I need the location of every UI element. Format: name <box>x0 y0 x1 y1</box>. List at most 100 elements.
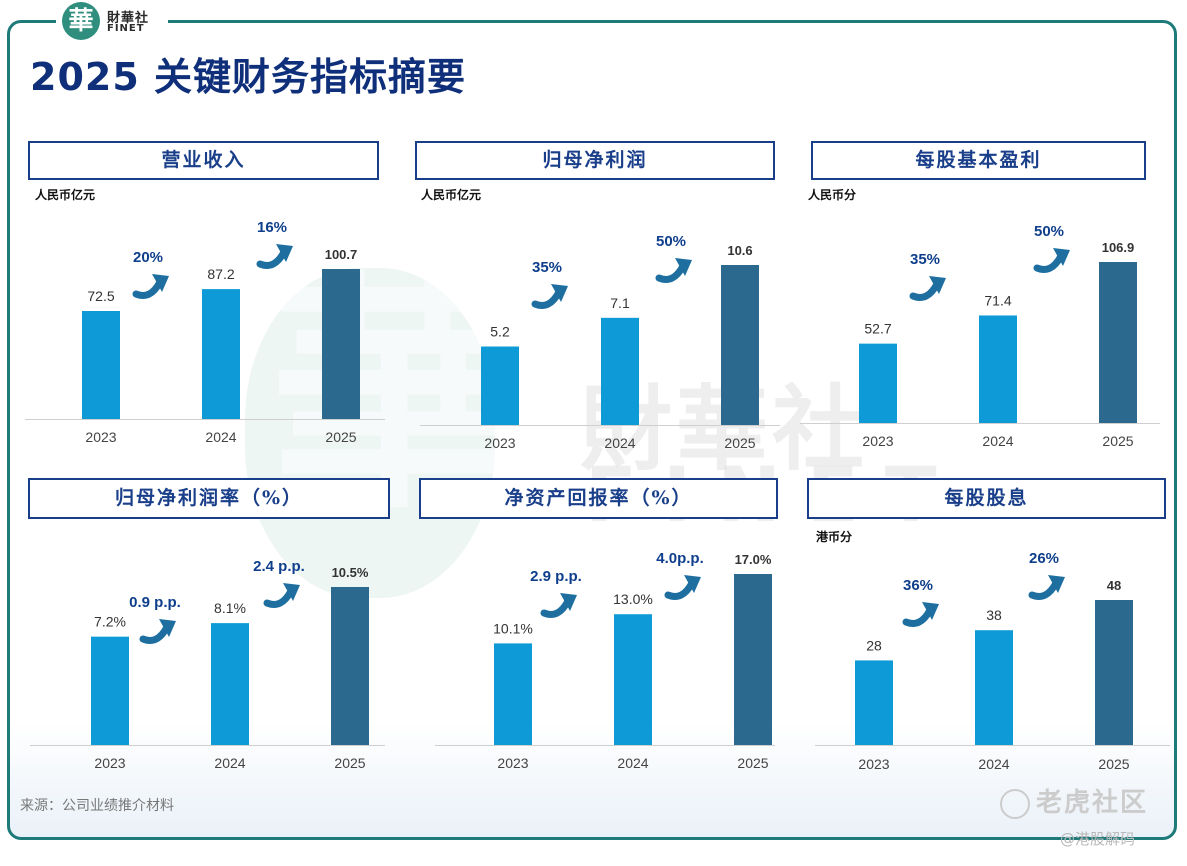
brand-name-cn: 財華社 <box>107 11 150 26</box>
tiger-logo-icon <box>1000 788 1030 819</box>
x-tick-label-2025: 2025 <box>1098 756 1129 772</box>
x-tick-label-2025: 2025 <box>334 755 365 771</box>
growth-arrowhead-icon <box>1048 575 1065 593</box>
x-tick-label-2025: 2025 <box>325 429 356 445</box>
x-tick-label-2023: 2023 <box>85 429 116 445</box>
bar-2023 <box>494 643 532 745</box>
growth-arrow-icon <box>655 262 687 283</box>
data-label-2023: 28 <box>866 637 882 653</box>
growth-label-1: 2.9 p.p. <box>530 568 582 585</box>
credit-site: 老虎社区 <box>1000 782 1148 819</box>
unit-label-revenue: 人民币亿元 <box>35 188 96 202</box>
data-label-2024: 7.1 <box>610 295 630 311</box>
x-tick-label-2024: 2024 <box>982 433 1013 449</box>
bar-2024 <box>202 289 240 419</box>
bar-2024 <box>614 614 652 745</box>
data-label-2024: 87.2 <box>207 266 234 282</box>
unit-label-dps: 港币分 <box>816 530 853 544</box>
bar-2023 <box>855 660 893 745</box>
growth-label-2: 16% <box>257 219 287 236</box>
x-tick-label-2023: 2023 <box>484 435 515 451</box>
bar-2025 <box>322 269 360 419</box>
growth-arrowhead-icon <box>929 276 946 294</box>
bar-2025 <box>1095 600 1133 745</box>
bar-2023 <box>859 343 897 423</box>
growth-label-1: 35% <box>532 259 562 276</box>
growth-arrow-icon <box>902 606 934 627</box>
x-tick-label-2023: 2023 <box>94 755 125 771</box>
source-note: 来源：公司业绩推介材料 <box>20 798 174 814</box>
growth-arrowhead-icon <box>560 593 577 611</box>
growth-label-2: 50% <box>1034 223 1064 240</box>
chart-eps: 52.7 2023 71.4 2024 106.9 2025 35% 50% <box>800 223 1160 449</box>
x-tick-label-2024: 2024 <box>604 435 635 451</box>
data-label-2023: 7.2% <box>94 614 126 630</box>
bar-2025 <box>331 587 369 745</box>
data-label-2025: 48 <box>1107 578 1121 593</box>
growth-arrow-icon <box>256 248 288 269</box>
unit-label-eps: 人民币分 <box>808 188 857 202</box>
data-label-2023: 10.1% <box>493 620 533 636</box>
growth-arrowhead-icon <box>152 274 169 292</box>
growth-arrow-icon <box>263 587 295 608</box>
x-tick-label-2023: 2023 <box>862 433 893 449</box>
panel-header-net-profit: 归母净利润 <box>415 141 775 180</box>
bar-2024 <box>979 315 1017 423</box>
bar-2023 <box>481 346 519 425</box>
growth-arrowhead-icon <box>159 619 176 637</box>
growth-arrowhead-icon <box>1053 248 1070 266</box>
growth-arrow-icon <box>909 280 941 301</box>
growth-label-1: 20% <box>133 249 163 266</box>
data-label-2025: 17.0% <box>735 552 772 567</box>
panel-header-dps: 每股股息 <box>807 478 1166 519</box>
growth-arrowhead-icon <box>675 258 692 276</box>
growth-arrow-icon <box>531 288 563 309</box>
data-label-2023: 5.2 <box>490 324 510 340</box>
chart-dps: 28 2023 38 2024 48 2025 36% 26% <box>815 550 1170 772</box>
growth-arrow-icon <box>664 579 696 600</box>
panel-header-net-margin: 归母净利润率（%） <box>28 478 390 519</box>
brand-logo-icon: 華 <box>62 2 100 40</box>
data-label-2025: 10.5% <box>332 565 369 580</box>
watermark-seal <box>245 268 495 598</box>
x-tick-label-2025: 2025 <box>737 755 768 771</box>
growth-arrow-icon <box>1028 579 1060 600</box>
x-tick-label-2023: 2023 <box>497 755 528 771</box>
bar-2025 <box>721 265 759 425</box>
page-title: 2025 关键财务指标摘要 <box>30 55 466 99</box>
data-label-2025: 100.7 <box>325 247 358 262</box>
chart-net-margin: 7.2% 2023 8.1% 2024 10.5% 2025 0.9 p.p. 2.4 p.p… <box>30 558 385 771</box>
growth-label-2: 2.4 p.p. <box>253 558 305 575</box>
growth-arrowhead-icon <box>276 244 293 262</box>
brand-name-en: FINET <box>107 23 145 34</box>
x-tick-label-2024: 2024 <box>205 429 236 445</box>
credit-site-label: 老虎社区 <box>1036 788 1149 818</box>
chart-revenue: 72.5 2023 87.2 2024 100.7 2025 20% 16% <box>25 219 385 445</box>
growth-label-2: 26% <box>1029 550 1059 567</box>
bar-2025 <box>1099 262 1137 423</box>
growth-label-2: 50% <box>656 233 686 250</box>
data-label-2024: 13.0% <box>613 591 653 607</box>
x-tick-label-2025: 2025 <box>724 435 755 451</box>
panel-header-roe: 净资产回报率（%） <box>419 478 778 519</box>
growth-label-1: 36% <box>903 577 933 594</box>
growth-arrow-icon <box>139 623 171 644</box>
bar-2024 <box>211 623 249 745</box>
x-tick-label-2025: 2025 <box>1102 433 1133 449</box>
growth-label-1: 35% <box>910 251 940 268</box>
chart-net-profit: 5.2 2023 7.1 2024 10.6 2025 35% 50% <box>420 233 780 451</box>
unit-label-net-profit: 人民币亿元 <box>421 188 482 202</box>
data-label-2024: 71.4 <box>984 292 1011 308</box>
data-label-2025: 10.6 <box>727 243 752 258</box>
data-label-2024: 38 <box>986 607 1002 623</box>
x-tick-label-2024: 2024 <box>978 756 1009 772</box>
growth-label-2: 4.0p.p. <box>656 550 704 567</box>
growth-arrowhead-icon <box>922 602 939 620</box>
data-label-2023: 52.7 <box>864 321 891 337</box>
growth-arrowhead-icon <box>283 583 300 601</box>
credit-handle: @港股解码 <box>1060 830 1136 848</box>
x-tick-label-2024: 2024 <box>214 755 245 771</box>
growth-label-1: 0.9 p.p. <box>129 594 181 611</box>
x-tick-label-2024: 2024 <box>617 755 648 771</box>
bar-2025 <box>734 574 772 745</box>
